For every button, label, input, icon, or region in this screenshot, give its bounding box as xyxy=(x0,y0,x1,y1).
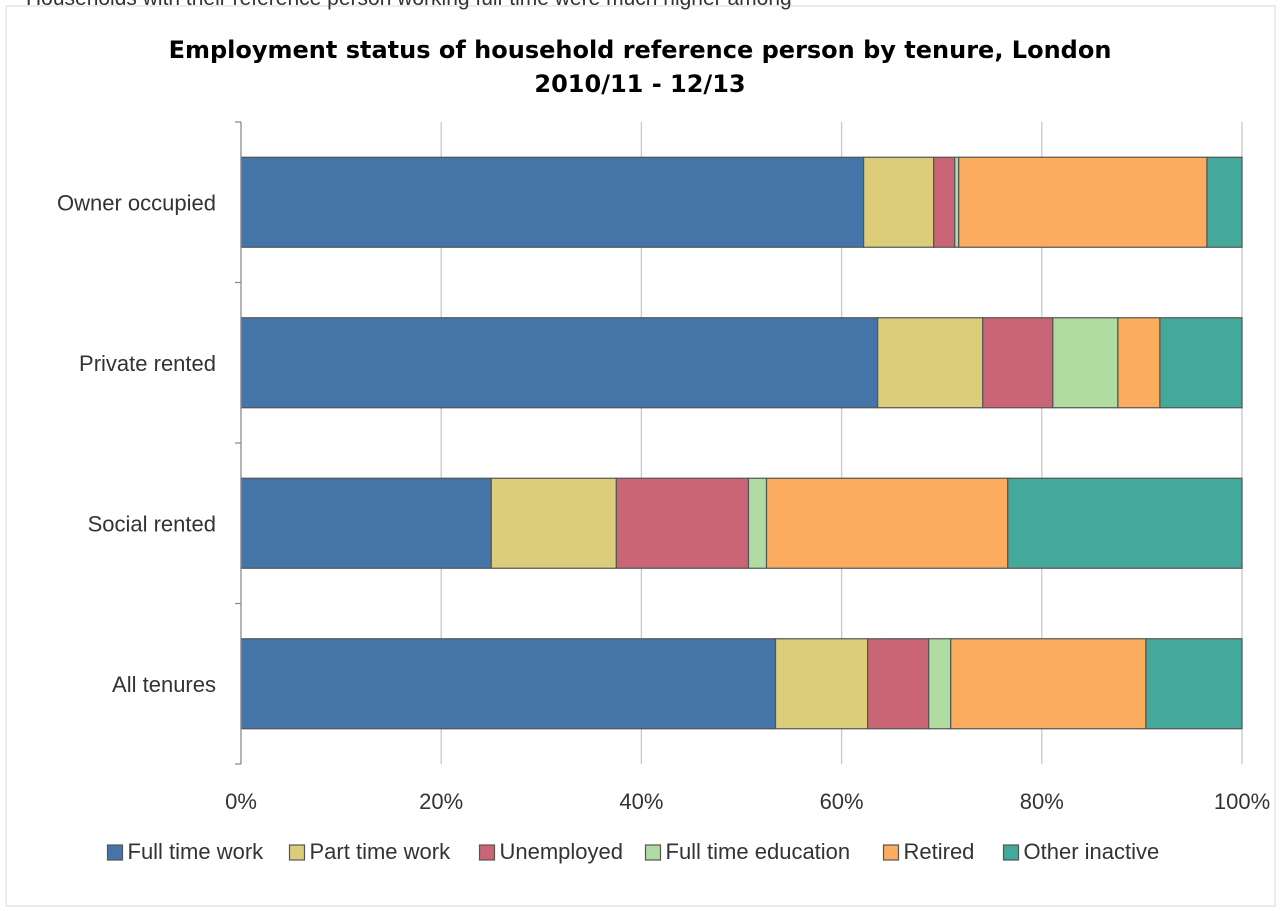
y-tick-label: Owner occupied xyxy=(57,190,216,215)
legend-swatch xyxy=(106,844,124,861)
bar-segment xyxy=(863,156,935,248)
bar-segment xyxy=(240,156,865,248)
chart-frame xyxy=(5,5,1276,907)
legend-swatch xyxy=(1002,844,1020,861)
legend: Full time work Part time work Unemployed Fu… xyxy=(106,839,1160,864)
bar-segment xyxy=(490,477,617,569)
bar-segment xyxy=(1007,477,1243,569)
bar-segment xyxy=(954,156,960,248)
y-tick-label: All tenures xyxy=(112,672,216,697)
bar-segment xyxy=(867,638,930,730)
x-tick-label: 100% xyxy=(1214,789,1270,814)
legend-label: Retired xyxy=(904,839,975,864)
bar-segment xyxy=(1145,638,1243,730)
x-tick-label: 40% xyxy=(619,789,663,814)
legend-label: Part time work xyxy=(310,839,452,864)
bar-segment xyxy=(950,638,1147,730)
bar-segment xyxy=(240,477,492,569)
x-tick-label: 80% xyxy=(1020,789,1064,814)
legend-label: Full time education xyxy=(666,839,851,864)
bar-segment xyxy=(982,317,1054,409)
chart-subtitle: 2010/11 - 12/13 xyxy=(534,70,745,98)
bar-segment xyxy=(933,156,956,248)
bar-segment xyxy=(1117,317,1161,409)
bar-segment xyxy=(958,156,1208,248)
x-tick-label: 20% xyxy=(419,789,463,814)
legend-swatch xyxy=(478,844,496,861)
axes: 0% 20% 40% 60% 80% 100% Owner occupied Private … xyxy=(57,121,1270,814)
bar-segment xyxy=(240,317,879,409)
legend-swatch xyxy=(644,844,662,861)
bars xyxy=(240,156,1243,730)
bar-segment xyxy=(1052,317,1119,409)
x-tick-label: 60% xyxy=(820,789,864,814)
x-tick-label: 0% xyxy=(225,789,257,814)
legend-swatch xyxy=(288,844,306,861)
legend-label: Other inactive xyxy=(1024,839,1160,864)
y-tick-label: Private rented xyxy=(79,351,216,376)
bar-segment xyxy=(877,317,984,409)
bar-segment xyxy=(1206,156,1243,248)
legend-label: Full time work xyxy=(128,839,265,864)
chart-title: Employment status of household reference… xyxy=(169,36,1112,64)
bar-segment xyxy=(1159,317,1243,409)
legend-label: Unemployed xyxy=(500,839,624,864)
bar-segment xyxy=(615,477,750,569)
bar-segment xyxy=(747,477,768,569)
bar-segment xyxy=(774,638,869,730)
bar-segment xyxy=(240,638,777,730)
caption-fragment: Households with their reference person w… xyxy=(26,0,792,10)
legend-swatch xyxy=(882,844,900,861)
bar-segment xyxy=(765,477,1009,569)
y-tick-label: Social rented xyxy=(88,511,216,536)
bar-segment xyxy=(928,638,952,730)
